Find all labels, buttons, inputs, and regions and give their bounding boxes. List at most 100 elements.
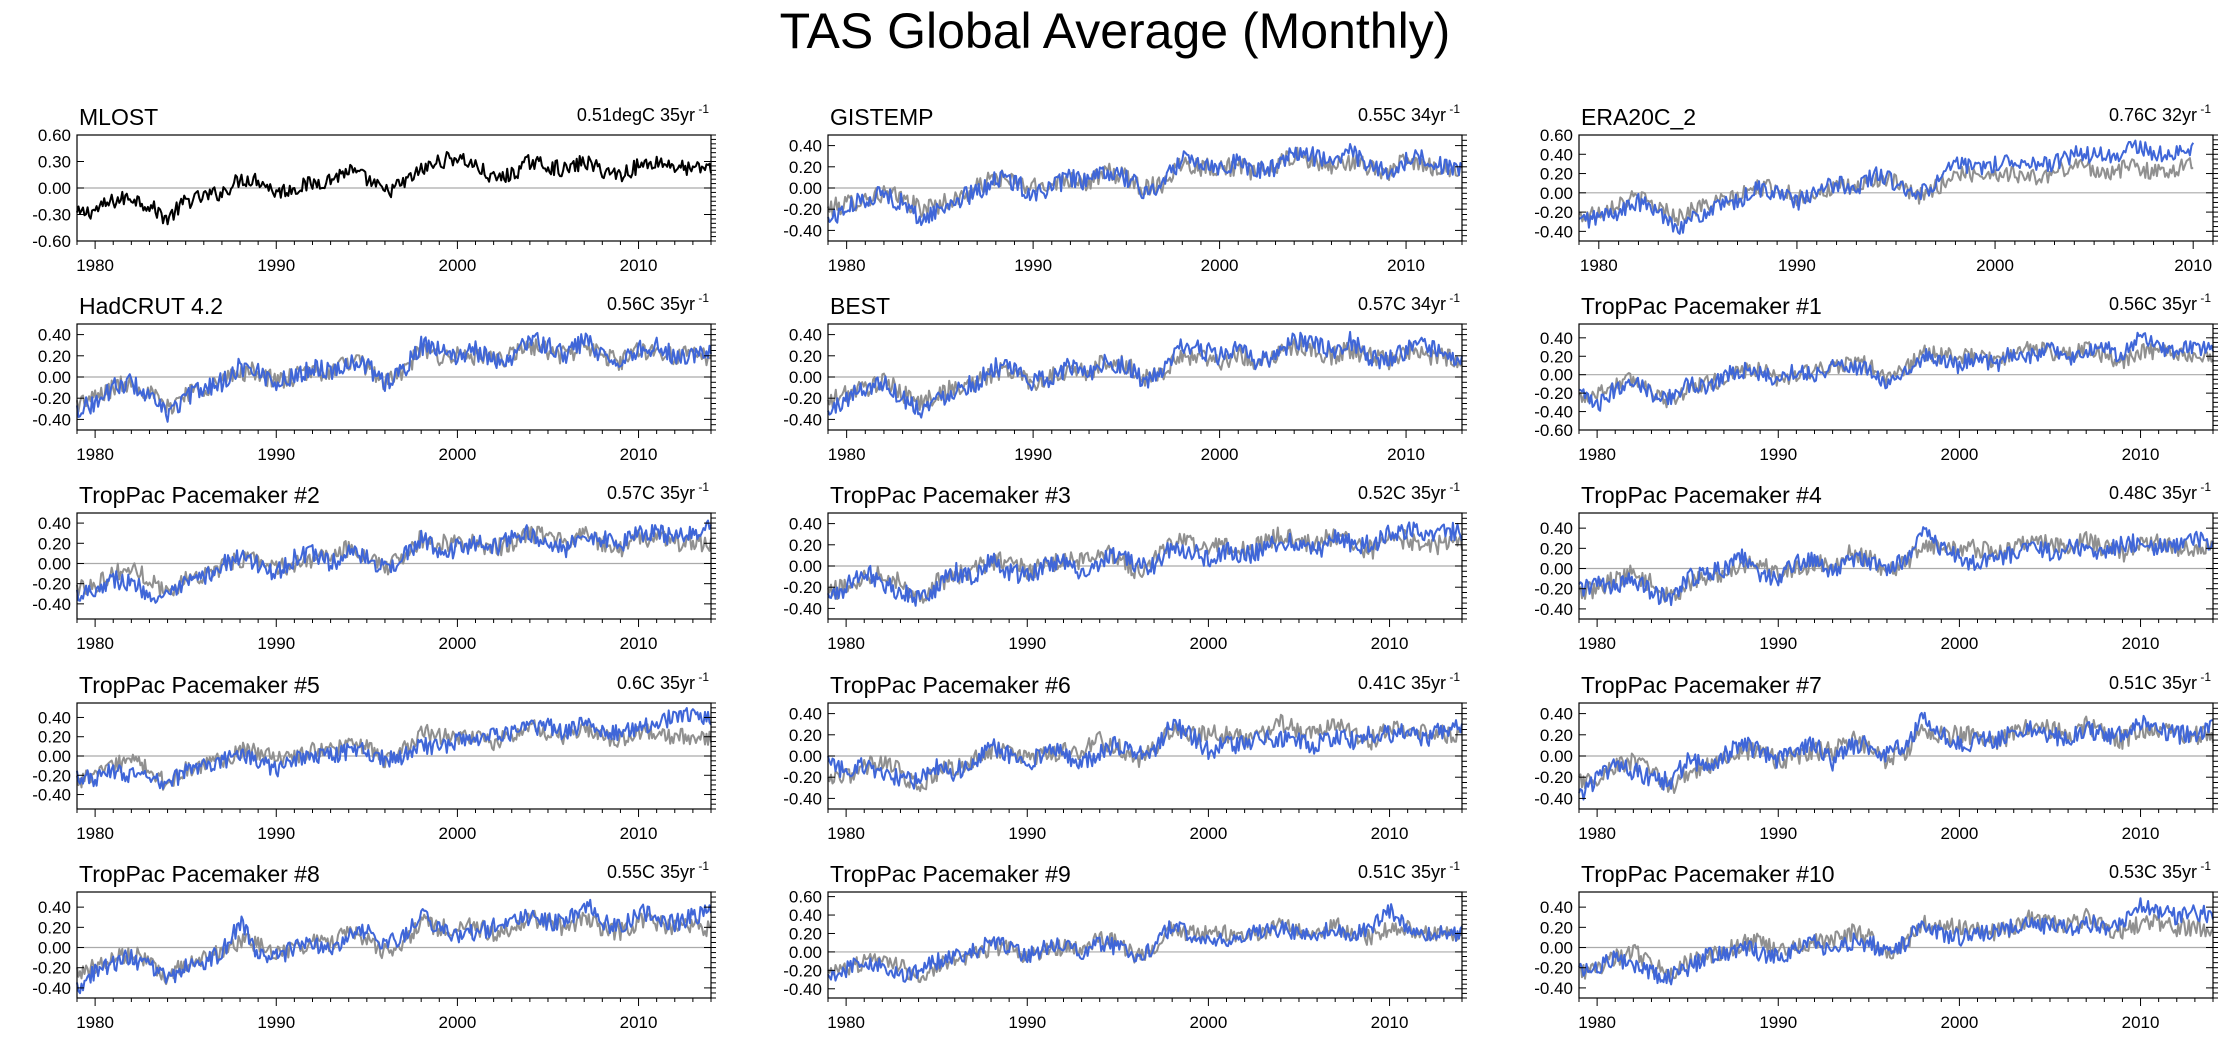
- series-line-model: [76, 331, 712, 423]
- y-tick-label: 0.00: [789, 943, 822, 962]
- y-tick-label: -0.40: [783, 789, 822, 808]
- y-tick-label: 0.30: [38, 153, 71, 172]
- x-tick-label: 1990: [1759, 634, 1797, 653]
- panel-trend: 0.55C 34yr: [1358, 105, 1446, 125]
- panel-title: TropPac Pacemaker #6: [830, 672, 1071, 698]
- series-line-model: [1578, 139, 2195, 235]
- x-tick-label: 1990: [257, 824, 295, 843]
- y-tick-label: 0.00: [38, 368, 71, 387]
- panel-trend: 0.55C 35yr: [607, 862, 695, 882]
- panel-trend-exponent: -1: [1449, 102, 1460, 116]
- y-tick-label: -0.40: [1534, 789, 1573, 808]
- series-line-model: [1578, 897, 2214, 986]
- series-line-model: [1578, 711, 2214, 801]
- panel-title: TropPac Pacemaker #7: [1581, 672, 1822, 698]
- y-tick-label: 0.40: [1540, 329, 1573, 348]
- panel-title: TropPac Pacemaker #3: [830, 482, 1071, 508]
- y-tick-label: -0.40: [1534, 979, 1573, 998]
- y-tick-label: -0.20: [1534, 959, 1573, 978]
- x-tick-label: 2010: [2174, 256, 2212, 275]
- panel-3: ERA20C_2 0.76C 32yr -1 0.600.400.200.00-0.2…: [1534, 102, 2218, 275]
- panel-title: TropPac Pacemaker #5: [79, 672, 320, 698]
- y-tick-label: 0.40: [789, 137, 822, 156]
- panel-trend-exponent: -1: [698, 480, 709, 494]
- y-tick-label: -0.20: [783, 578, 822, 597]
- x-tick-label: 1980: [828, 256, 866, 275]
- series-line-reference: [1578, 531, 2214, 603]
- panel-title: TropPac Pacemaker #4: [1581, 482, 1822, 508]
- panel-title: ERA20C_2: [1581, 104, 1696, 130]
- x-tick-label: 2000: [1201, 445, 1239, 464]
- y-tick-label: 0.60: [38, 126, 71, 145]
- plot-frame: [827, 891, 1463, 999]
- panel-14: TropPac Pacemaker #9 0.51C 35yr -1 0.600.40…: [783, 859, 1467, 1032]
- series-line-model: [76, 707, 712, 790]
- y-tick-label: 0.00: [1540, 366, 1573, 385]
- x-tick-label: 2010: [620, 256, 658, 275]
- y-tick-label: -0.20: [783, 961, 822, 980]
- y-tick-label: 0.40: [38, 514, 71, 533]
- y-tick-label: 0.20: [38, 918, 71, 937]
- series-line-model: [76, 898, 712, 995]
- x-tick-label: 1980: [1578, 1013, 1616, 1032]
- y-tick-label: 0.40: [1540, 705, 1573, 724]
- x-tick-label: 1980: [76, 256, 114, 275]
- y-tick-label: 0.20: [1540, 539, 1573, 558]
- x-tick-label: 1980: [76, 445, 114, 464]
- y-tick-label: 0.00: [38, 747, 71, 766]
- plot-frame: [76, 891, 712, 999]
- x-tick-label: 2010: [620, 824, 658, 843]
- panel-9: TropPac Pacemaker #4 0.48C 35yr -1 0.400.20…: [1534, 480, 2218, 653]
- y-tick-label: -0.20: [1534, 203, 1573, 222]
- y-tick-label: 0.20: [789, 536, 822, 555]
- panel-trend-exponent: -1: [2200, 480, 2211, 494]
- y-tick-label: -0.20: [783, 200, 822, 219]
- y-tick-label: 0.00: [1540, 939, 1573, 958]
- panel-trend: 0.76C 32yr: [2109, 105, 2197, 125]
- x-tick-label: 1990: [257, 256, 295, 275]
- y-tick-label: -0.40: [1534, 403, 1573, 422]
- panel-11: TropPac Pacemaker #6 0.41C 35yr -1 0.40 0.20…: [783, 670, 1467, 843]
- plot-frame: [1578, 891, 2214, 999]
- series-line-model: [827, 718, 1463, 790]
- y-tick-label: 0.60: [1540, 126, 1573, 145]
- x-tick-label: 1980: [1578, 634, 1616, 653]
- y-tick-label: 0.20: [38, 347, 71, 366]
- series-line-reference: [1578, 157, 2194, 226]
- y-tick-label: -0.40: [1534, 600, 1573, 619]
- y-tick-label: 0.20: [1540, 726, 1573, 745]
- panel-trend: 0.57C 34yr: [1358, 294, 1446, 314]
- y-tick-label: 0.20: [789, 347, 822, 366]
- panel-trend: 0.51C 35yr: [2109, 673, 2197, 693]
- series-line-reference: [827, 336, 1463, 411]
- panel-2: GISTEMP 0.55C 34yr -1 0.40 0.20 0.00 -0.20 -0.4…: [783, 102, 1467, 275]
- panel-trend: 0.51degC 35yr: [577, 105, 695, 125]
- panel-trend-exponent: -1: [1449, 480, 1460, 494]
- y-tick-label: -0.40: [783, 980, 822, 999]
- x-tick-label: 1990: [1759, 824, 1797, 843]
- panel-title: HadCRUT 4.2: [79, 293, 223, 319]
- series-line-model: [827, 903, 1463, 983]
- x-tick-label: 1980: [1580, 256, 1618, 275]
- panel-trend: 0.6C 35yr: [617, 673, 695, 693]
- panel-trend: 0.52C 35yr: [1358, 483, 1446, 503]
- x-tick-label: 2000: [438, 824, 476, 843]
- x-tick-label: 2000: [1940, 634, 1978, 653]
- panel-10: TropPac Pacemaker #5 0.6C 35yr -1 0.400.200…: [32, 670, 716, 843]
- x-tick-label: 2000: [1189, 1013, 1227, 1032]
- x-tick-label: 2010: [2122, 445, 2160, 464]
- series-line-model: [76, 519, 712, 604]
- y-tick-label: -0.40: [32, 410, 71, 429]
- panel-title: BEST: [830, 293, 890, 319]
- y-tick-label: 0.20: [38, 534, 71, 553]
- figure-title: TAS Global Average (Monthly): [779, 3, 1451, 59]
- x-tick-label: 1980: [827, 634, 865, 653]
- y-tick-label: 0.40: [38, 708, 71, 727]
- x-tick-label: 2000: [1940, 1013, 1978, 1032]
- x-tick-label: 1980: [76, 1013, 114, 1032]
- x-tick-label: 2010: [1371, 1013, 1409, 1032]
- plot-frame: [1578, 512, 2214, 620]
- panel-trend-exponent: -1: [698, 102, 709, 116]
- series-line-model: [1578, 331, 2214, 412]
- y-tick-label: 0.20: [789, 924, 822, 943]
